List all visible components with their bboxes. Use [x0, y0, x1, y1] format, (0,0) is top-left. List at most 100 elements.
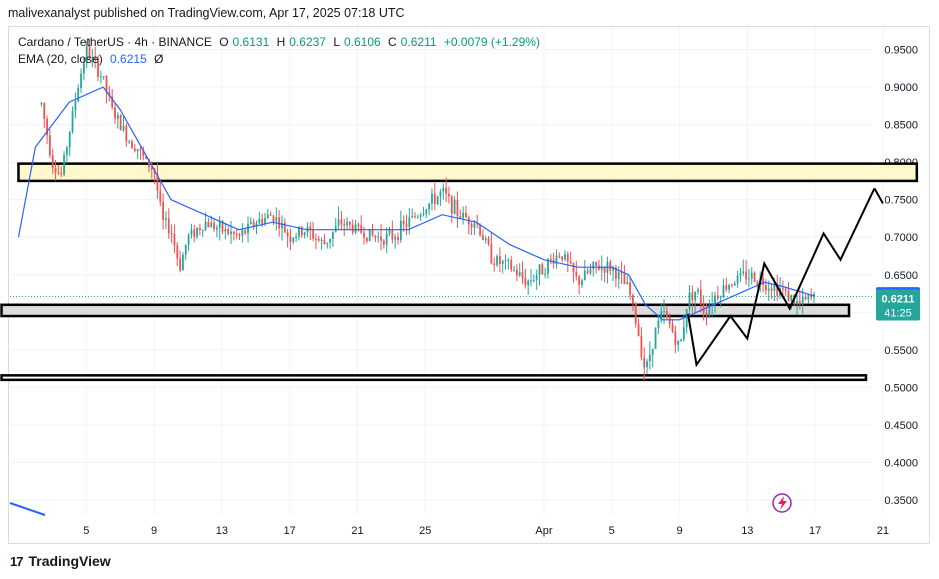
candle-body [629, 282, 631, 296]
candle-body [699, 289, 702, 305]
candle-body [748, 278, 750, 280]
candle-body [807, 294, 810, 300]
candle-body [677, 341, 680, 345]
candle-body [385, 233, 388, 245]
x-tick-label: 21 [877, 525, 889, 537]
candle-body [473, 223, 476, 228]
ema-value: 0.6215 [110, 52, 147, 66]
ema-legend[interactable]: EMA (20, close) 0.6215 Ø [18, 52, 167, 66]
candle-body [272, 215, 275, 222]
candle-body [402, 220, 405, 224]
candle-body [182, 254, 184, 271]
x-tick-label: 17 [284, 525, 296, 537]
candle-body [484, 238, 487, 241]
candle-body [682, 327, 685, 340]
candle-body [46, 118, 48, 136]
y-tick-label: 0.9000 [884, 82, 918, 94]
candle-body [105, 75, 108, 93]
candle-body [513, 269, 515, 271]
candle-body [770, 288, 773, 291]
candle-body [419, 214, 422, 217]
candle-body [507, 260, 510, 262]
candle-body [612, 267, 614, 271]
candle-body [199, 227, 201, 230]
y-tick-label: 0.7000 [884, 232, 918, 244]
candle-body [745, 271, 747, 280]
candle-body [685, 308, 688, 328]
open-value: 0.6131 [232, 35, 270, 49]
candle-body [498, 256, 501, 264]
candle-body [739, 273, 742, 276]
candle-body [167, 218, 170, 234]
high-value: 0.6237 [289, 35, 326, 49]
candle-body [165, 218, 167, 220]
candle-body [722, 285, 725, 298]
candle-body [541, 264, 544, 275]
candle-body [527, 280, 530, 286]
candle-body [617, 272, 620, 279]
candle-body [99, 76, 102, 78]
candle-body [646, 361, 648, 368]
candle-body [716, 295, 719, 299]
candle-body [343, 223, 346, 226]
candle-body [561, 256, 564, 260]
candle-body [162, 202, 165, 220]
candle-body [654, 328, 657, 349]
candle-body [49, 135, 51, 156]
candle-body [549, 259, 552, 261]
candle-body [332, 231, 334, 239]
candle-body [329, 238, 331, 243]
y-tick-label: 0.3500 [884, 495, 918, 507]
candle-body [133, 148, 136, 152]
x-tick-label: 9 [676, 525, 682, 537]
candle-body [227, 228, 230, 235]
candle-body [496, 256, 498, 266]
candle-body [238, 234, 241, 236]
low-support[interactable] [0, 374, 868, 382]
candle-body [247, 223, 249, 234]
candle-body [196, 227, 198, 237]
candle-body [524, 278, 527, 286]
candle-body [142, 149, 145, 156]
candle-body [411, 216, 414, 218]
candle-body [128, 141, 131, 143]
candle-body [357, 224, 360, 226]
candle-body [300, 227, 303, 236]
candle-body [258, 218, 261, 224]
candle-body [190, 229, 193, 235]
candle-body [374, 235, 377, 238]
tradingview-brand: TradingView [28, 553, 111, 569]
symbol-label[interactable]: Cardano / TetherUS · 4h · BINANCE [18, 35, 212, 49]
candle-body [221, 221, 224, 232]
candle-body [572, 263, 575, 272]
candle-body [575, 271, 578, 277]
candle-body [583, 270, 586, 281]
candle-body [51, 155, 54, 168]
candle-body [626, 282, 629, 284]
close-value: 0.6211 [400, 35, 437, 49]
resistance-zone[interactable] [17, 162, 919, 183]
candle-body [439, 191, 442, 197]
tradingview-footer[interactable]: 17 TradingView [10, 553, 111, 569]
candle-body [697, 289, 699, 292]
candle-body [773, 284, 776, 291]
candle-body [213, 222, 215, 230]
candle-body [482, 235, 484, 241]
bar-countdown: 41:25 [884, 307, 912, 319]
candle-body [445, 187, 448, 194]
candle-body [85, 45, 88, 64]
candle-body [453, 200, 456, 214]
candle-body [668, 317, 671, 325]
candle-body [131, 141, 133, 149]
flash-icon[interactable] [772, 493, 792, 513]
support-zone[interactable] [0, 303, 851, 318]
projection-path[interactable] [687, 187, 876, 368]
close-label: C [388, 35, 397, 49]
candle-body [448, 193, 450, 197]
candle-body [547, 259, 549, 274]
y-tick-label: 0.4000 [884, 457, 918, 469]
candle-body [283, 222, 286, 233]
candle-body [289, 236, 292, 242]
candle-body [705, 312, 708, 316]
